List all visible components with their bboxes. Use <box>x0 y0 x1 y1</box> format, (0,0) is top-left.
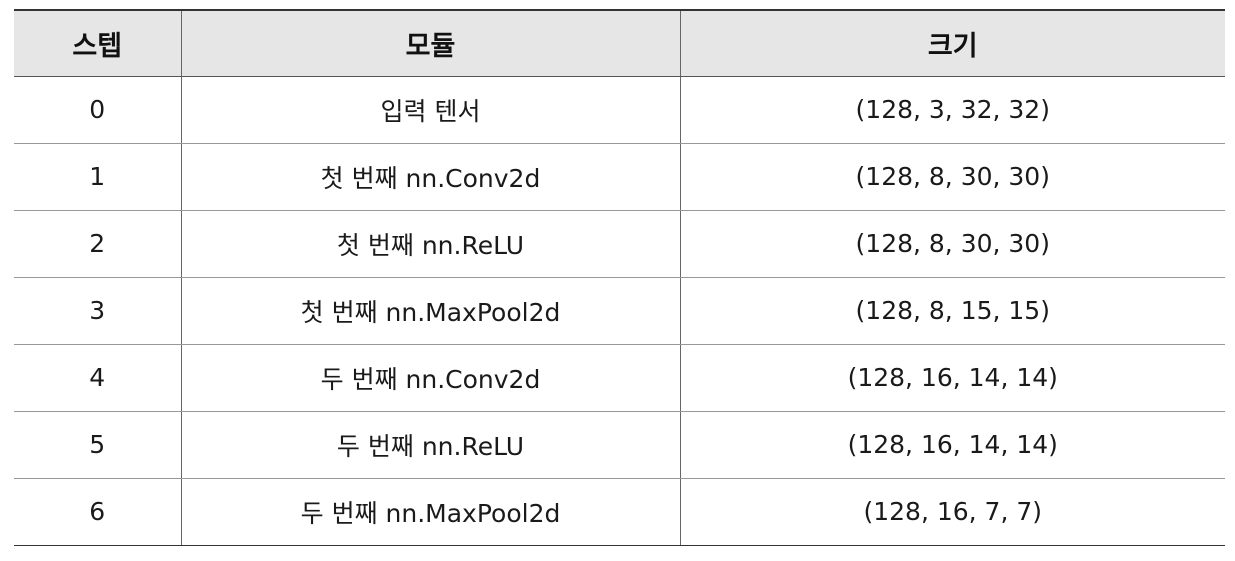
module-cell: 첫 번째 nn.MaxPool2d <box>180 277 680 345</box>
table-row: 1 첫 번째 nn.Conv2d (128, 8, 30, 30) <box>14 143 1225 211</box>
step-cell: 3 <box>14 277 181 345</box>
module-cell: 입력 텐서 <box>180 76 680 144</box>
header-step: 스텝 <box>14 9 181 77</box>
step-cell: 5 <box>14 411 181 479</box>
header-size: 크기 <box>679 9 1225 77</box>
table-body: 0 입력 텐서 (128, 3, 32, 32) 1 첫 번째 nn.Conv2… <box>14 76 1225 546</box>
table-row: 2 첫 번째 nn.ReLU (128, 8, 30, 30) <box>14 210 1225 278</box>
step-cell: 4 <box>14 344 181 412</box>
step-cell: 0 <box>14 76 181 144</box>
size-cell: (128, 16, 14, 14) <box>679 411 1225 479</box>
module-cell: 두 번째 nn.ReLU <box>180 411 680 479</box>
size-cell: (128, 16, 7, 7) <box>679 478 1225 546</box>
size-cell: (128, 3, 32, 32) <box>679 76 1225 144</box>
module-size-table-container: 스텝 모듈 크기 0 입력 텐서 (128, 3, 32, 32) 1 첫 번째… <box>14 9 1225 546</box>
size-cell: (128, 8, 15, 15) <box>679 277 1225 345</box>
size-cell: (128, 8, 30, 30) <box>679 143 1225 211</box>
table-header: 스텝 모듈 크기 <box>14 9 1225 77</box>
table-row: 0 입력 텐서 (128, 3, 32, 32) <box>14 76 1225 144</box>
header-row: 스텝 모듈 크기 <box>14 9 1225 77</box>
size-cell: (128, 16, 14, 14) <box>679 344 1225 412</box>
table-row: 4 두 번째 nn.Conv2d (128, 16, 14, 14) <box>14 344 1225 412</box>
module-cell: 두 번째 nn.Conv2d <box>180 344 680 412</box>
table-row: 3 첫 번째 nn.MaxPool2d (128, 8, 15, 15) <box>14 277 1225 345</box>
step-cell: 1 <box>14 143 181 211</box>
module-cell: 두 번째 nn.MaxPool2d <box>180 478 680 546</box>
step-cell: 2 <box>14 210 181 278</box>
step-cell: 6 <box>14 478 181 546</box>
header-module: 모듈 <box>180 9 680 77</box>
module-size-table: 스텝 모듈 크기 0 입력 텐서 (128, 3, 32, 32) 1 첫 번째… <box>14 9 1225 546</box>
module-cell: 첫 번째 nn.ReLU <box>180 210 680 278</box>
size-cell: (128, 8, 30, 30) <box>679 210 1225 278</box>
table-row: 5 두 번째 nn.ReLU (128, 16, 14, 14) <box>14 411 1225 479</box>
table-row: 6 두 번째 nn.MaxPool2d (128, 16, 7, 7) <box>14 478 1225 546</box>
module-cell: 첫 번째 nn.Conv2d <box>180 143 680 211</box>
